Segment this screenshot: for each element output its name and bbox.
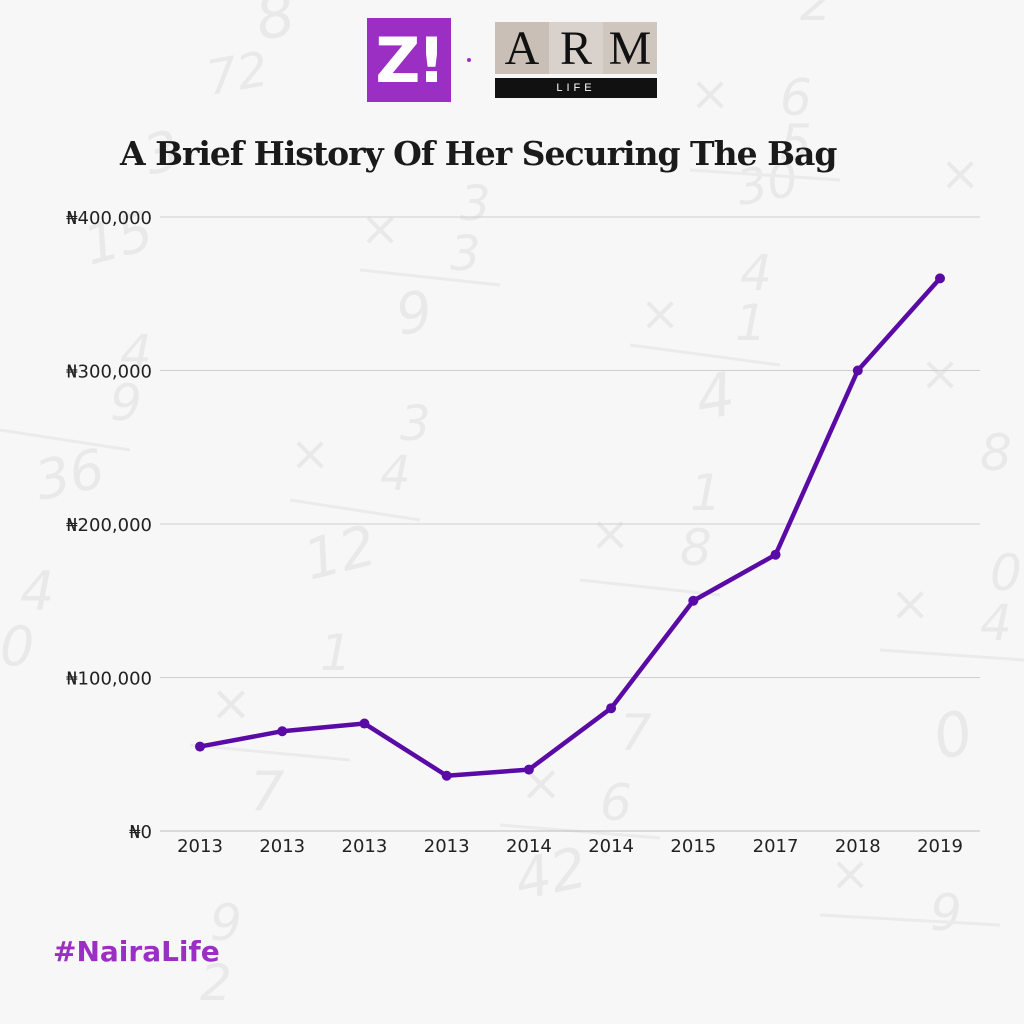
- arm-logo-letter: A: [495, 22, 549, 75]
- chart-title: A Brief History Of Her Securing The Bag: [120, 134, 837, 173]
- svg-text:×: ×: [640, 286, 680, 342]
- svg-text:2: 2: [200, 954, 232, 1012]
- x-axis-ticks: 2013 2013 2013 2013 2014 2014 2015 2017 2018 2019: [177, 836, 963, 857]
- series-line: [197, 276, 943, 778]
- data-point: [359, 718, 370, 729]
- svg-text:7: 7: [250, 760, 284, 823]
- data-point: [195, 741, 205, 752]
- data-point: [770, 549, 781, 560]
- y-tick-label: ₦400,000: [66, 208, 152, 229]
- x-tick-label: 2014: [506, 836, 552, 857]
- svg-text:1: 1: [735, 294, 767, 352]
- svg-text:5: 5: [780, 114, 812, 172]
- data-point: [852, 365, 863, 376]
- x-tick-label: 2013: [177, 836, 223, 857]
- data-point: [688, 595, 699, 606]
- gridlines: [160, 216, 980, 832]
- x-tick-label: 2015: [670, 836, 716, 857]
- svg-text:3: 3: [460, 176, 491, 232]
- data-point: [441, 770, 452, 781]
- svg-text:×: ×: [210, 674, 252, 732]
- svg-text:×: ×: [830, 846, 870, 902]
- svg-text:1: 1: [320, 624, 352, 682]
- svg-text:36: 36: [30, 437, 110, 513]
- svg-text:9: 9: [110, 374, 142, 432]
- svg-text:4: 4: [740, 244, 772, 302]
- data-point: [935, 273, 945, 284]
- logo-separator-dot: [467, 58, 471, 62]
- svg-text:9: 9: [210, 894, 242, 952]
- svg-text:3: 3: [400, 396, 431, 452]
- svg-text:×: ×: [690, 66, 730, 122]
- x-tick-label: 2017: [753, 836, 799, 857]
- data-point: [606, 703, 617, 714]
- arm-logo-wordmark: A R M: [495, 22, 657, 75]
- svg-text:4: 4: [120, 324, 152, 382]
- svg-text:6: 6: [600, 774, 632, 832]
- svg-text:×: ×: [940, 146, 980, 202]
- arm-logo-subtitle: LIFE: [495, 78, 657, 98]
- svg-text:4: 4: [380, 446, 411, 502]
- svg-text:0: 0: [990, 544, 1022, 602]
- x-tick-label: 2013: [424, 836, 470, 857]
- svg-text:8: 8: [680, 519, 712, 577]
- svg-text:2: 2: [800, 0, 832, 32]
- svg-text:×: ×: [590, 506, 630, 562]
- arm-logo-letter: M: [603, 22, 657, 75]
- svg-text:×: ×: [920, 346, 960, 402]
- svg-text:7: 7: [620, 704, 652, 762]
- svg-text:×: ×: [290, 426, 330, 482]
- y-tick-label: ₦200,000: [66, 515, 152, 536]
- y-tick-label: ₦300,000: [66, 362, 152, 383]
- x-tick-label: 2018: [835, 836, 881, 857]
- arm-logo-letter: R: [549, 22, 603, 75]
- series: [195, 273, 945, 781]
- svg-text:×: ×: [360, 201, 400, 257]
- svg-text:1: 1: [690, 464, 722, 522]
- y-tick-label: ₦0: [129, 822, 152, 843]
- x-tick-label: 2013: [342, 836, 388, 857]
- y-tick-label: ₦100,000: [66, 669, 152, 690]
- zikoko-logo: Z!: [367, 18, 451, 102]
- svg-text:42: 42: [509, 835, 592, 913]
- data-point: [277, 726, 288, 737]
- svg-text:72: 72: [202, 41, 272, 107]
- svg-text:×: ×: [890, 576, 930, 632]
- arm-life-logo: A R M LIFE: [495, 22, 657, 98]
- hashtag-naira-life: #NairaLife: [53, 935, 220, 968]
- svg-text:4: 4: [980, 594, 1012, 652]
- svg-text:×: ×: [520, 754, 562, 812]
- svg-text:9: 9: [930, 884, 962, 942]
- svg-text:3: 3: [450, 226, 481, 282]
- x-tick-label: 2019: [917, 836, 963, 857]
- svg-text:6: 6: [780, 69, 812, 127]
- x-tick-label: 2014: [588, 836, 634, 857]
- svg-text:8: 8: [980, 424, 1012, 482]
- svg-text:4: 4: [20, 560, 54, 623]
- svg-text:0: 0: [0, 615, 34, 678]
- x-tick-label: 2013: [259, 836, 305, 857]
- data-point: [523, 764, 534, 775]
- y-axis-ticks: ₦0 ₦100,000 ₦200,000 ₦300,000 ₦400,000: [66, 208, 152, 843]
- svg-text:30: 30: [732, 151, 802, 217]
